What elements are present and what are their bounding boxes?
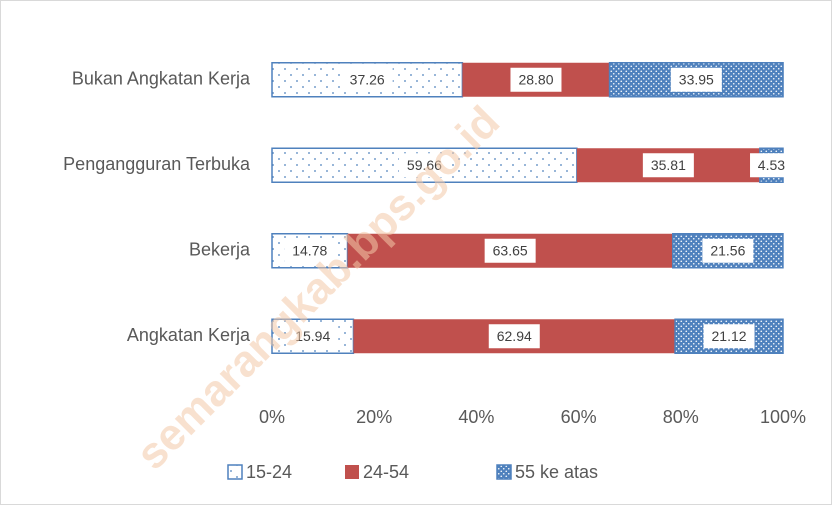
value-label: 59.66: [407, 157, 442, 173]
category-label: Bukan Angkatan Kerja: [72, 69, 251, 89]
x-tick-label: 80%: [663, 407, 699, 427]
legend-label: 15-24: [246, 462, 292, 482]
x-tick-label: 100%: [760, 407, 806, 427]
value-label: 35.81: [651, 157, 686, 173]
value-label: 21.56: [710, 242, 745, 258]
value-label-box: [642, 153, 694, 178]
legend-label: 24-54: [363, 462, 409, 482]
legend-label: 55 ke atas: [515, 462, 598, 482]
category-label: Pengangguran Terbuka: [63, 154, 251, 174]
value-label-box: [750, 153, 793, 178]
value-label: 63.65: [493, 242, 528, 258]
value-label-box: [398, 153, 450, 178]
value-label: 37.26: [350, 71, 385, 87]
value-label-box: [341, 67, 393, 92]
category-label: Bekerja: [189, 240, 251, 260]
x-tick-label: 20%: [356, 407, 392, 427]
value-label: 14.78: [292, 242, 327, 258]
value-label-box: [510, 67, 562, 92]
legend-swatch: [227, 464, 243, 480]
value-label-box: [484, 238, 536, 263]
legend-swatch: [345, 465, 359, 479]
value-label-box: [702, 238, 754, 263]
legend-swatch: [496, 464, 512, 480]
x-tick-label: 0%: [259, 407, 285, 427]
value-label: 62.94: [497, 328, 532, 344]
value-label: 28.80: [518, 71, 553, 87]
value-label: 33.95: [679, 71, 714, 87]
value-label-box: [287, 324, 339, 349]
x-tick-label: 40%: [458, 407, 494, 427]
value-label: 15.94: [295, 328, 330, 344]
x-tick-label: 60%: [561, 407, 597, 427]
value-label-box: [284, 238, 336, 263]
category-label: Angkatan Kerja: [127, 325, 251, 345]
value-label-box: [703, 324, 755, 349]
value-label: 21.12: [712, 328, 747, 344]
value-label-box: [488, 324, 540, 349]
value-label-box: [670, 67, 722, 92]
value-label: 4.53: [758, 157, 785, 173]
